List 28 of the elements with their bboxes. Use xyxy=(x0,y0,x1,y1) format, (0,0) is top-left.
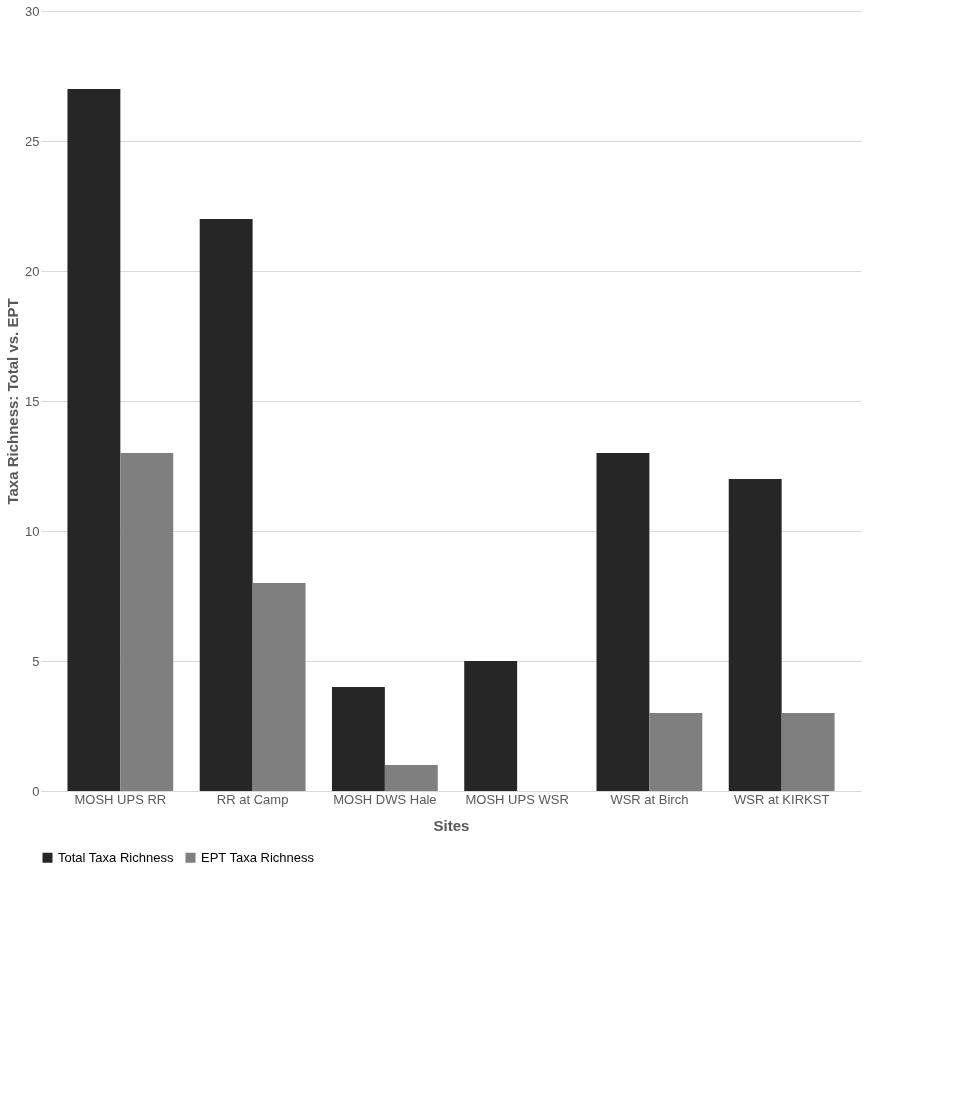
y-tick-label: 15 xyxy=(25,393,40,409)
bar xyxy=(649,713,703,791)
bar xyxy=(199,219,253,791)
y-tick-label: 25 xyxy=(25,133,40,149)
y-tick-label: 0 xyxy=(32,783,40,799)
bar xyxy=(781,713,835,791)
x-tick-label: MOSH UPS WSR xyxy=(465,791,569,807)
legend-label: Total Taxa Richness xyxy=(58,849,174,865)
x-tick-label: WSR at KIRKST xyxy=(733,791,830,807)
y-tick-label: 5 xyxy=(32,653,40,669)
x-tick-label: WSR at Birch xyxy=(610,791,689,807)
y-tick-label: 30 xyxy=(25,3,40,19)
bar xyxy=(331,687,385,791)
x-tick-label: RR at Camp xyxy=(216,791,289,807)
bar xyxy=(464,661,518,791)
x-tick-label: MOSH UPS RR xyxy=(74,791,167,807)
bar xyxy=(120,453,174,791)
legend-label: EPT Taxa Richness xyxy=(201,849,315,865)
bar xyxy=(728,479,782,791)
bar xyxy=(67,89,121,791)
y-tick-label: 20 xyxy=(25,263,40,279)
x-tick-label: MOSH DWS Hale xyxy=(333,791,437,807)
bar xyxy=(252,583,306,791)
bar xyxy=(596,453,650,791)
bar xyxy=(384,765,438,791)
y-axis-title: Taxa Richness: Total vs. EPT xyxy=(4,298,22,505)
y-tick-label: 10 xyxy=(25,523,40,539)
x-axis-title: Sites xyxy=(433,816,470,834)
